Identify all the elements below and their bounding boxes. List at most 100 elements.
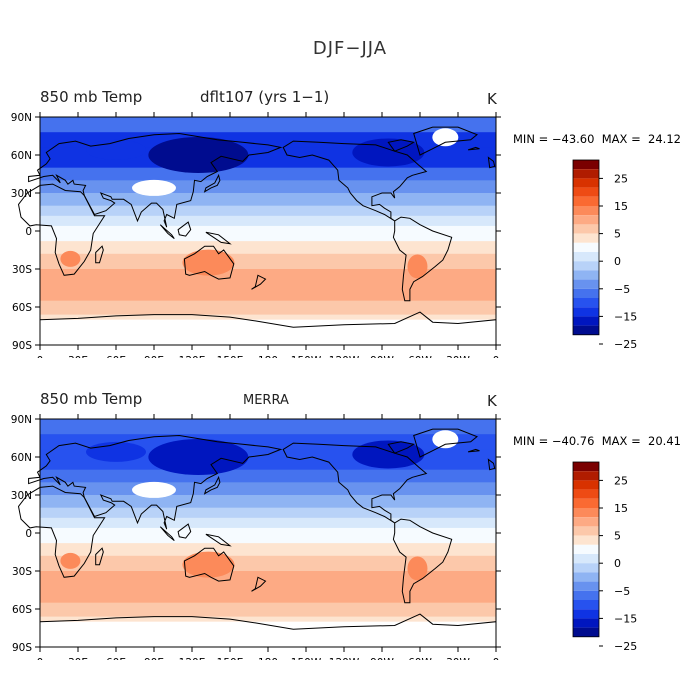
colorbar-label: −15 xyxy=(614,310,637,323)
coastline-namerica xyxy=(282,140,428,222)
lat-label: 0 xyxy=(25,528,32,540)
lon-label: 180 xyxy=(258,355,278,358)
lat-label: 90S xyxy=(12,340,32,352)
colorbar-swatch xyxy=(573,307,599,317)
colorbar-label: 5 xyxy=(614,228,621,241)
coastline-japan xyxy=(203,173,221,193)
colorbar-swatch xyxy=(573,298,599,308)
colorbar-swatch xyxy=(573,233,599,243)
coastline-eurasia xyxy=(28,434,283,530)
colorbar-swatch xyxy=(573,526,599,536)
warm-southern-africa xyxy=(60,552,81,569)
colorbar-label: 25 xyxy=(614,474,628,487)
panel-units: K xyxy=(487,90,497,108)
lon-label: 60E xyxy=(106,355,126,358)
colorbar-label: −5 xyxy=(614,283,630,296)
lat-label: 60S xyxy=(12,302,32,314)
colorbar-swatch xyxy=(573,178,599,188)
coastline-sumatra xyxy=(159,526,175,541)
max-value: 24.12 xyxy=(648,132,681,146)
panel-merra: 850 mb Temp MERRA K MIN = −40.76 MAX = 2… xyxy=(0,390,700,660)
lon-label: 90W xyxy=(370,657,394,660)
lat-label: 0 xyxy=(25,226,32,238)
temp-band xyxy=(40,571,496,604)
colorbar-swatch xyxy=(573,581,599,591)
lon-label: 150E xyxy=(217,657,244,660)
colorbar-swatch xyxy=(573,618,599,628)
lon-label: 90E xyxy=(144,657,164,660)
tibet-mask xyxy=(132,179,176,196)
map-field xyxy=(40,117,496,346)
lon-label: 0 xyxy=(493,657,500,660)
colorbar-label: 0 xyxy=(614,255,621,268)
lon-label: 60E xyxy=(106,657,126,660)
panel-source: dflt107 (yrs 1−1) xyxy=(200,88,330,106)
colorbar-swatch xyxy=(573,480,599,490)
lat-label: 60N xyxy=(11,150,32,162)
temp-band xyxy=(40,517,496,529)
lon-label: 0 xyxy=(493,355,500,358)
warm-south-america xyxy=(407,254,428,279)
lon-label: 120E xyxy=(179,355,206,358)
tibet-mask xyxy=(132,481,176,498)
colorbar-label: −25 xyxy=(614,338,637,348)
colorbar-swatch xyxy=(573,279,599,289)
lat-label: 90S xyxy=(12,642,32,654)
colorbar-frame xyxy=(572,159,600,336)
map-model: 90N 60N 30N 0 30S 60S 90S 0 30E 60E 90E 120E 150E 180… xyxy=(11,112,501,358)
lon-label: 90E xyxy=(144,355,164,358)
colorbar-label: 15 xyxy=(614,502,628,515)
temp-band xyxy=(40,167,496,181)
panel-variable: 850 mb Temp xyxy=(40,390,143,408)
cold-core-canada xyxy=(352,440,425,469)
coastline-japan xyxy=(203,475,221,495)
lon-label: 30E xyxy=(68,355,88,358)
colorbar-swatch xyxy=(573,517,599,527)
colorbar-swatch xyxy=(573,600,599,610)
colorbar-swatch xyxy=(573,288,599,298)
antarctica-mask xyxy=(40,621,496,647)
colorbar-swatch xyxy=(573,224,599,234)
coastline-namerica xyxy=(282,442,428,524)
lon-label: 30W xyxy=(446,355,470,358)
figure-title: DJF−JJA xyxy=(312,38,388,59)
colorbar-swatch xyxy=(573,206,599,216)
lon-label: 90W xyxy=(370,355,394,358)
coastlines xyxy=(17,126,497,346)
coastline-nz xyxy=(251,274,267,290)
lon-label: 150E xyxy=(217,355,244,358)
greenland-mask xyxy=(432,128,459,147)
temp-band xyxy=(40,482,496,496)
temp-band xyxy=(40,419,496,435)
colorbar-label: −5 xyxy=(614,585,630,598)
temp-band xyxy=(40,269,496,302)
cold-core-canada xyxy=(352,138,425,167)
lat-label: 60S xyxy=(12,604,32,616)
lon-label: 60W xyxy=(408,657,432,660)
lat-label: 30S xyxy=(12,566,32,578)
temp-band xyxy=(40,253,496,270)
colorbar-swatch xyxy=(573,554,599,564)
colorbar-swatch xyxy=(573,627,599,637)
lon-label: 0 xyxy=(37,657,44,660)
panel-stats: MIN = −43.60 MAX = 24.12 xyxy=(513,132,681,146)
temp-band xyxy=(40,300,496,316)
colorbar-frame xyxy=(572,461,600,638)
coastline-uk xyxy=(487,156,496,169)
colorbar-label: −15 xyxy=(614,612,637,625)
colorbar-swatch xyxy=(573,563,599,573)
colorbar-swatch xyxy=(573,544,599,554)
map-merra: 90N 60N 30N 0 30S 60S 90S 0 30E 60E 90E 120E 150E 180… xyxy=(11,414,501,660)
coastline-newguinea xyxy=(205,533,232,547)
lat-label: 90N xyxy=(11,414,32,426)
colorbar-merra: 25 15 5 0 −5 −15 −25 xyxy=(572,461,637,650)
coastline-africa xyxy=(17,485,106,578)
panel-model: 850 mb Temp dflt107 (yrs 1−1) K MIN = −4… xyxy=(0,88,700,358)
panel-source: MERRA xyxy=(243,393,289,408)
coastline-nz xyxy=(251,576,267,592)
temp-band xyxy=(40,527,496,544)
coastline-samerica xyxy=(392,518,453,604)
cold-core-europe xyxy=(86,441,146,462)
lon-label: 120W xyxy=(329,657,360,660)
coastline-baffin xyxy=(387,139,416,152)
